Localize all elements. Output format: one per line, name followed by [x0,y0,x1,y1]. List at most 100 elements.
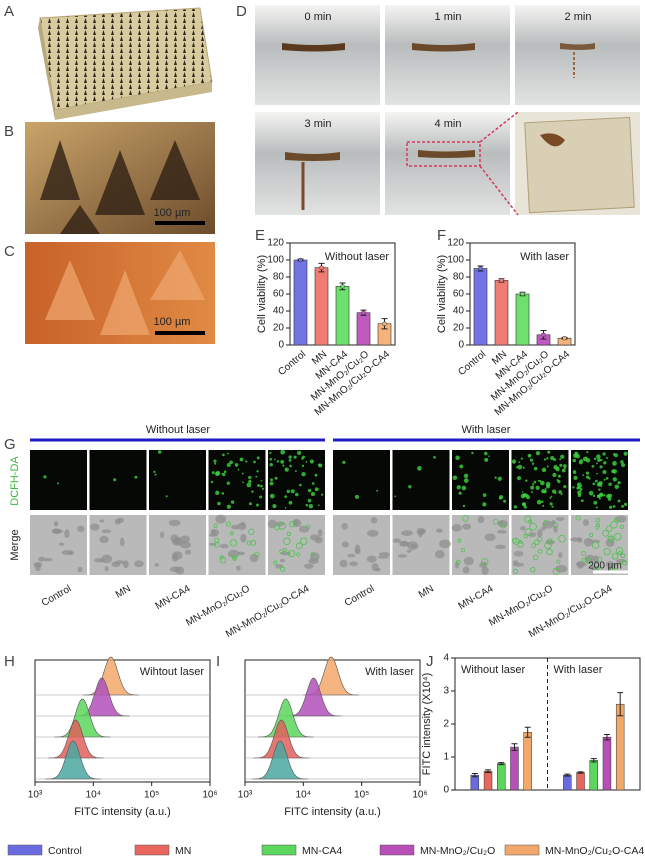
fluorescence-dot [394,495,397,498]
cell [236,522,247,531]
legend-swatch [7,844,43,856]
cell [542,520,554,529]
histogram [253,719,310,759]
fluorescence-dot [280,449,286,455]
fluorescence-dot [307,488,312,493]
fluorescence-dot [550,456,555,461]
panel-letter: A [4,3,14,20]
cell-outline [248,528,255,535]
cell [591,564,597,571]
cell-outline [295,542,303,550]
fluorescence-dot [295,492,299,497]
y-tick-label: 60 [273,289,285,300]
fluorescence-dot [488,455,490,457]
fluorescence-dot [461,485,467,491]
fluorescence-dot [497,476,502,481]
cell-outline [556,559,561,564]
cell-outline [493,518,499,525]
x-axis-label: FITC intensity (a.u.) [284,806,381,818]
bar-dot [361,310,366,315]
cell-outline [231,554,238,560]
cell-outline [552,567,560,575]
bar [615,703,625,791]
fluorescence-dot [602,470,607,475]
cell [479,562,487,568]
annotation: With laser [365,666,414,678]
fluorescence-dot [541,489,546,494]
fluorescence-dot [157,450,162,454]
y-tick-label: 80 [273,272,285,283]
fluorescence-dot [602,493,606,497]
fluorescence-dot [308,503,314,509]
fluorescence-dot [593,457,597,461]
bar [483,770,493,791]
plot-frame [34,659,211,783]
error-bar [511,743,518,751]
fluorescence-dot [462,504,466,508]
fluorescence-dot [546,457,549,460]
fluorescence-dot [305,503,309,507]
fluorescence-dot [458,491,462,495]
fluorescence-dot [248,475,252,480]
bar [356,312,371,346]
micrographs [30,449,628,575]
fluorescence-dot [307,498,312,503]
cell [310,534,320,541]
fluorescence-dot [522,502,526,507]
cell [555,565,568,573]
fluorescence-tile [208,450,266,510]
cell [267,519,277,529]
error-bar [471,773,478,778]
panel-letter: H [4,653,15,670]
cell [377,555,389,559]
fluorescence-dot [318,504,320,507]
cell-outline [500,523,506,529]
cell [43,557,53,562]
fluorescence-dot [269,451,272,455]
fluorescence-dot [557,479,561,484]
fluorescence-dot [606,494,611,499]
fluorescence-dot [270,478,274,482]
cell [185,549,192,555]
fluorescence-dot [617,481,621,485]
cell [168,519,181,527]
cell-outline [613,532,622,541]
fluorescence-dot [620,460,624,464]
fluorescence-dot [299,483,302,487]
cell-outline [512,568,519,574]
bar-dot [478,266,483,271]
y-tick-label: 100 [267,255,284,266]
bar [576,772,585,791]
fluorescence-dot [274,476,278,480]
cell-outline [581,550,586,556]
bar [494,280,509,346]
y-tick-label: 2 [443,719,449,730]
fluorescence-dot [342,460,346,465]
fluorescence-dot [269,462,273,467]
cell [114,560,126,565]
fluorescence-dot [612,477,618,482]
fluorescence-dot [597,483,600,486]
fluorescence-dot [572,458,577,463]
fluorescence-dot [408,485,412,489]
fluorescence-dot [463,473,469,479]
fluorescence-dot [282,464,285,467]
fluorescence-dot [57,482,59,485]
fluorescence-dot [600,485,603,488]
frame-label: 4 min [435,118,462,130]
column-label: MN-CA4 [457,583,496,612]
fluorescence-dot [215,470,221,476]
fluorescence-dot [559,458,562,461]
cell [584,554,596,564]
legend-label: MN [175,845,191,857]
cell [397,554,407,558]
legend-swatch [261,844,297,856]
cell-outline [517,541,524,548]
y-tick-label: 0 [278,340,284,351]
fluorescence-dot [614,484,620,490]
fluorescence-dot [553,458,557,462]
cell [375,567,381,572]
fluorescence-dot [286,489,290,494]
fluorescence-dot [561,468,566,473]
fluorescence-dot [417,466,422,471]
